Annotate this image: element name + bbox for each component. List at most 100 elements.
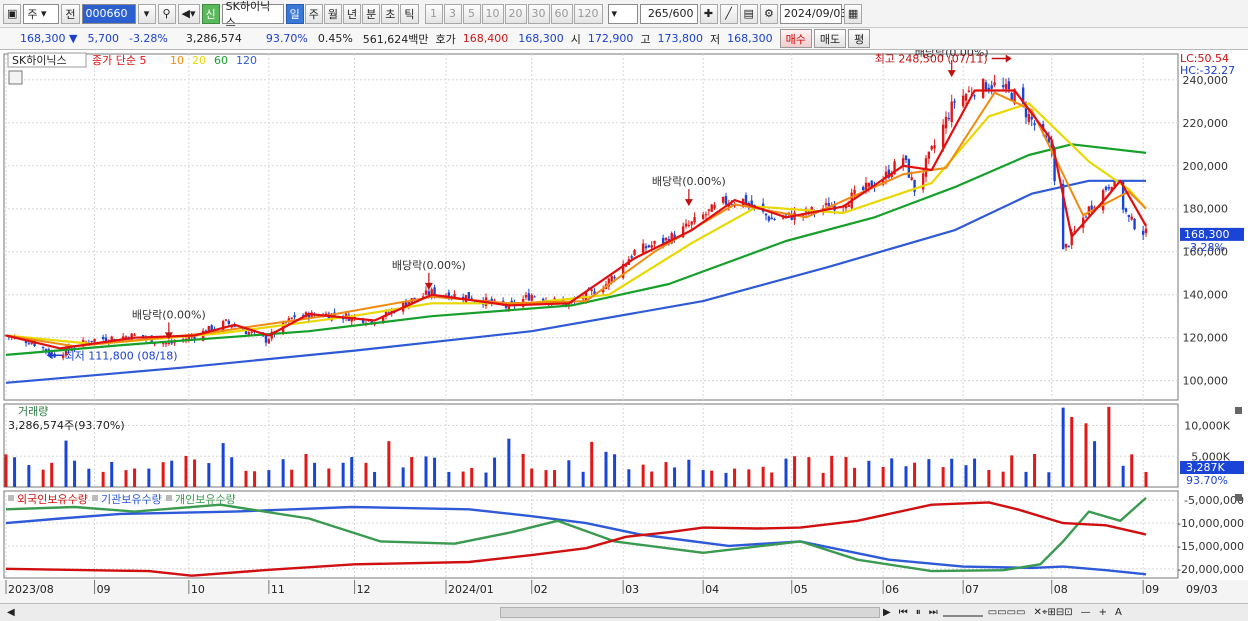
candle-body: [1010, 93, 1013, 100]
price-tick-label: 240,000: [1183, 74, 1229, 87]
candle-body: [44, 348, 48, 352]
candle-body: [1064, 243, 1068, 248]
candle-body: [744, 195, 748, 205]
minute-option-5[interactable]: 5: [462, 3, 481, 24]
price-tick-label: 120,000: [1183, 332, 1229, 345]
high-price: 173,800: [657, 32, 704, 45]
minute-option-30[interactable]: 30: [527, 3, 550, 24]
gear-icon[interactable]: ⚙: [759, 3, 778, 24]
text-tool-icon[interactable]: A: [1115, 607, 1122, 618]
first-icon[interactable]: ⏮: [898, 607, 908, 618]
candle-body: [630, 256, 633, 258]
volume-bar: [410, 456, 414, 487]
stock-name: SK하이닉스: [221, 0, 284, 29]
tab-5[interactable]: 초: [381, 3, 400, 24]
minute-option-60[interactable]: 60: [550, 3, 573, 24]
current-price: 168,300 ▼: [0, 32, 82, 45]
candle-body: [644, 246, 648, 249]
chart-area[interactable]: 100,000 120,000 140,000 160,000 180,000 200,0…: [0, 46, 1248, 603]
minute-option-1[interactable]: 1: [424, 3, 443, 24]
candle-body: [704, 214, 708, 216]
code-dropdown-icon[interactable]: ▾: [137, 3, 156, 24]
scroll-left-icon[interactable]: ◀: [7, 607, 15, 618]
chart-menu-icon[interactable]: ▣: [3, 3, 22, 24]
buy-button[interactable]: 매수: [779, 29, 812, 48]
legend-1: 10: [170, 54, 184, 67]
open-label: 시: [570, 32, 581, 46]
candle-body: [1067, 245, 1071, 247]
candle-body: [861, 186, 865, 191]
volume-bar: [567, 460, 571, 487]
candle-body: [524, 294, 528, 298]
volume-bar: [1093, 441, 1097, 487]
zoom-out-icon[interactable]: —: [1080, 607, 1091, 618]
candle-body: [867, 182, 871, 187]
zoom-in-icon[interactable]: +: [1098, 607, 1108, 618]
candle-body: [973, 95, 976, 97]
stock-chart[interactable]: 100,000 120,000 140,000 160,000 180,000 200,0…: [0, 46, 1248, 603]
chart-scrollbar[interactable]: ◀ ▶ ⏮ ⏸ ⏭ ▭▭▭▭ ✕⌖⊞⊟⊡ — + A: [0, 603, 1248, 621]
sell-button[interactable]: 매도: [813, 29, 847, 48]
volume-bar: [133, 468, 137, 487]
period-select[interactable]: 주 ▾: [23, 3, 60, 24]
dividend-arrow-head: [684, 199, 693, 207]
dividend-annotation: 배당락(0.00%): [652, 175, 726, 188]
count-input[interactable]: 265/600: [639, 3, 698, 24]
candle-body: [844, 205, 848, 209]
candle-body: [24, 340, 28, 344]
candle-body: [784, 214, 788, 216]
candle-body: [41, 346, 45, 349]
candle-body: [210, 325, 213, 332]
minute-option-10[interactable]: 10: [481, 3, 504, 24]
crosshair-icon[interactable]: ✚: [699, 3, 718, 24]
prev-button[interactable]: 전: [61, 3, 80, 24]
scroll-thumb[interactable]: [500, 607, 880, 618]
stock-code-input[interactable]: 000660: [81, 3, 136, 24]
save-icon[interactable]: ▤: [739, 3, 758, 24]
minute-option-20[interactable]: 20: [504, 3, 527, 24]
candle-body: [1090, 205, 1093, 211]
minute-option-120[interactable]: 120: [573, 3, 603, 24]
holdings-panel: -5,000,000 -10,000,000 -15,000,000 -20,000,…: [3, 490, 1244, 579]
tool-icons[interactable]: ✕⌖⊞⊟⊡: [1033, 607, 1073, 618]
low-label: 저: [710, 32, 721, 46]
draw-tool-icon[interactable]: ╱: [719, 3, 738, 24]
sound-icon[interactable]: ◀▾: [177, 3, 200, 24]
tab-4[interactable]: 분: [362, 3, 381, 24]
x-tick-label: 08: [1054, 583, 1068, 596]
eval-button[interactable]: 평: [848, 29, 871, 48]
table-icon: [8, 70, 23, 85]
bid-price: 168,400: [462, 32, 509, 45]
candle-body: [467, 292, 471, 299]
minute-option-3[interactable]: 3: [443, 3, 462, 24]
candle-body: [687, 224, 691, 226]
candle-body: [381, 317, 385, 322]
zoom-slider[interactable]: [942, 609, 983, 617]
tab-1[interactable]: 주: [304, 3, 323, 24]
pause-icon[interactable]: ⏸: [915, 607, 921, 618]
x-tick-label: 09: [1145, 583, 1159, 596]
candle-body: [887, 169, 891, 178]
minute-input[interactable]: ▾: [607, 3, 638, 24]
volume-bar: [1001, 471, 1005, 487]
volume-value: 3,286,574: [185, 32, 242, 45]
candle-body: [493, 299, 496, 301]
tab-2[interactable]: 월: [323, 3, 343, 24]
candle-body: [90, 340, 93, 342]
tab-6[interactable]: 틱: [400, 3, 419, 24]
search-icon[interactable]: ⚲: [157, 3, 176, 24]
candle-body: [430, 289, 433, 296]
candle-body: [504, 306, 508, 308]
scroll-right-icon[interactable]: ▶: [883, 607, 891, 618]
calendar-icon[interactable]: ▦: [843, 3, 863, 24]
date-input[interactable]: 2024/09/03: [779, 3, 847, 24]
volume-bar: [281, 459, 285, 487]
candle-body: [981, 79, 985, 98]
candle-body: [673, 234, 676, 239]
candle-body: [710, 204, 713, 212]
last-icon[interactable]: ⏭: [928, 607, 938, 618]
candle-body: [1004, 84, 1008, 89]
tab-0[interactable]: 일: [285, 3, 304, 24]
tab-3[interactable]: 년: [343, 3, 362, 24]
layout-icon[interactable]: ▭▭▭▭: [987, 607, 1026, 618]
